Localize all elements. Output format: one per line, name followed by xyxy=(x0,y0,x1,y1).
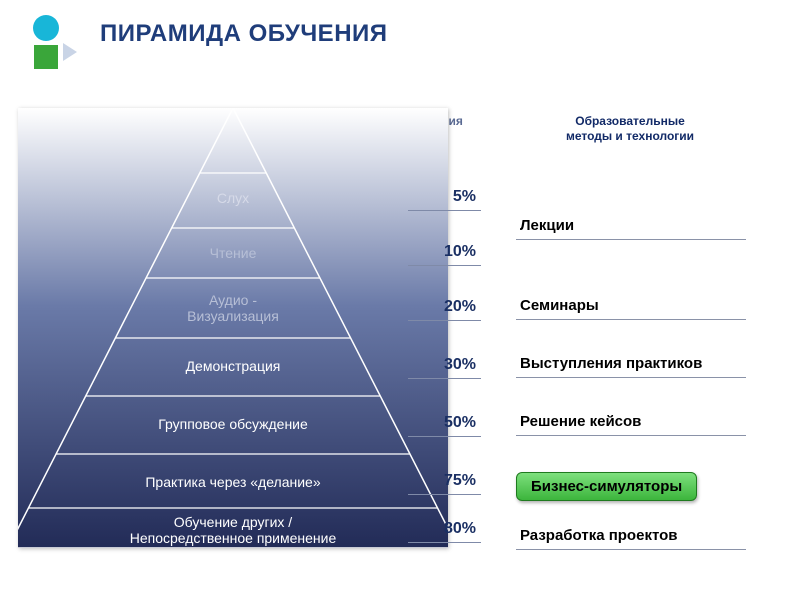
pyramid-level-label: Аудио -Визуализация xyxy=(181,292,285,324)
pyramid-level-label: Чтение xyxy=(204,245,263,261)
pyramid-level: Обучение других /Непосредственное примен… xyxy=(18,512,448,548)
logo xyxy=(25,15,75,80)
method-label: Выступления практиков xyxy=(520,355,702,372)
methods-header: Образовательныеметоды и технологии xyxy=(530,114,730,144)
pyramid-level-label: Практика через «делание» xyxy=(139,474,326,490)
retention-percentage: 20% xyxy=(430,298,476,316)
pyramid-level: Слух xyxy=(18,180,448,216)
retention-percentage: 80% xyxy=(430,520,476,538)
logo-square-icon xyxy=(34,45,58,69)
pyramid-level: Демонстрация xyxy=(18,348,448,384)
method-underline xyxy=(516,549,746,550)
method-label: Разработка проектов xyxy=(520,527,677,544)
retention-percentage: 10% xyxy=(430,243,476,261)
method-highlight: Бизнес-симуляторы xyxy=(516,472,697,501)
percentage-underline xyxy=(408,210,481,211)
pyramid-level-label: Слух xyxy=(211,190,255,206)
method-label: Решение кейсов xyxy=(520,413,641,430)
pyramid-level-label: Демонстрация xyxy=(180,358,287,374)
retention-percentage: 30% xyxy=(430,356,476,374)
pyramid-level: Аудио -Визуализация xyxy=(18,290,448,326)
page-title: ПИРАМИДА ОБУЧЕНИЯ xyxy=(100,20,388,48)
logo-circle-icon xyxy=(33,15,59,41)
pyramid-level: Практика через «делание» xyxy=(18,464,448,500)
retention-percentage: 50% xyxy=(430,414,476,432)
percentage-underline xyxy=(408,265,481,266)
percentage-underline xyxy=(408,494,481,495)
method-label: Семинары xyxy=(520,297,599,314)
percentage-underline xyxy=(408,542,481,543)
pyramid-level-label: Обучение других /Непосредственное примен… xyxy=(124,514,343,546)
retention-percentage: 75% xyxy=(430,472,476,490)
method-underline xyxy=(516,239,746,240)
pyramid-level: Чтение xyxy=(18,235,448,271)
percentage-underline xyxy=(408,320,481,321)
retention-percentage: 5% xyxy=(430,188,476,206)
logo-triangle-icon xyxy=(63,43,77,61)
method-underline xyxy=(516,435,746,436)
method-label: Лекции xyxy=(520,217,574,234)
percentage-underline xyxy=(408,436,481,437)
method-underline xyxy=(516,377,746,378)
pyramid-level-label: Групповое обсуждение xyxy=(152,416,314,432)
percentage-underline xyxy=(408,378,481,379)
method-underline xyxy=(516,319,746,320)
pyramid-panel: Слух Чтение Аудио -Визуализация Демонстраци… xyxy=(18,108,448,548)
pyramid-level: Групповое обсуждение xyxy=(18,406,448,442)
